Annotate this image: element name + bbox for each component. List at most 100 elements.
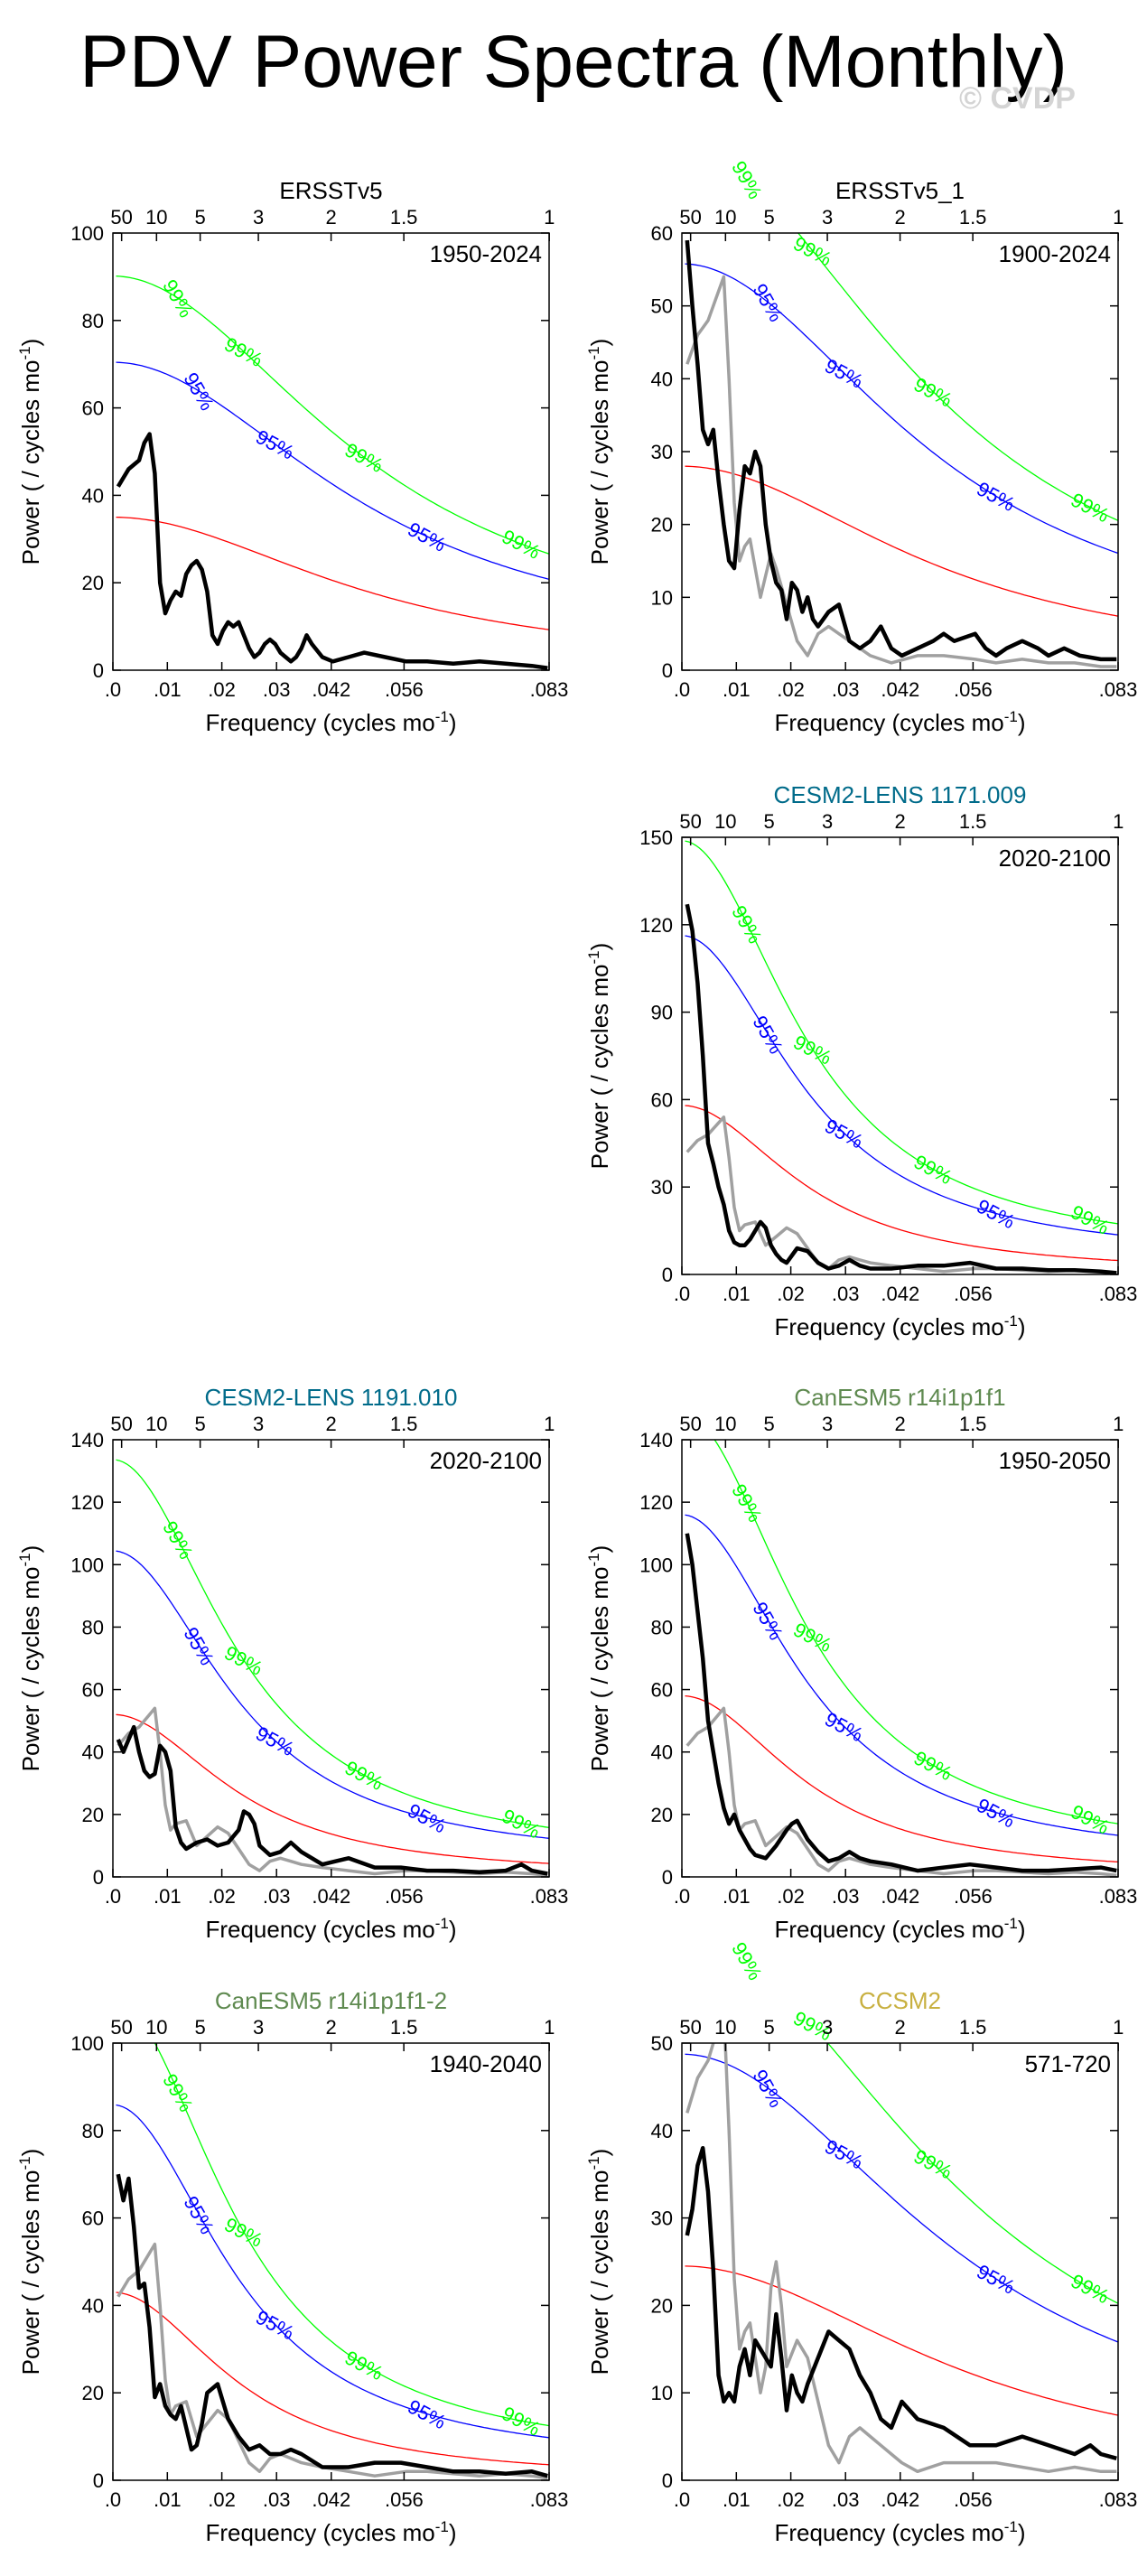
x-tick-label: .03 [832,2488,860,2511]
y-tick-label: 120 [70,1491,104,1514]
x-tick-label: .01 [154,678,182,701]
sig99-label: 99% [158,2070,198,2116]
x-axis-label: Frequency (cycles mo-1) [205,1915,456,1943]
red-noise-curve [116,2291,549,2466]
top-tick-label: 1.5 [959,206,987,229]
x-tick-label: .056 [385,1885,424,1908]
x-axis-label: Frequency (cycles mo-1) [205,708,456,736]
top-tick-label: 10 [145,1413,167,1435]
y-tick-label: 0 [662,2469,673,2492]
ci99-curve [685,840,1118,1225]
x-tick-label: .042 [312,1885,350,1908]
y-tick-label: 150 [639,826,673,849]
panel-title: CanESM5 r14i1p1f1 [794,1384,1005,1411]
sig95-label: 95% [404,518,450,556]
panel-title: CCSM2 [859,1987,941,2014]
y-tick-label: 100 [70,2032,104,2055]
y-tick-label: 10 [651,2382,673,2404]
sig99-label: 99% [910,373,956,412]
sig99-label: 99% [789,232,835,271]
spectrum-panel: 99%95% 99%95%99%95% 99%020406080100120140.… [16,1384,568,1943]
y-tick-label: 0 [662,1866,673,1889]
sig99-label: 99% [341,2346,387,2385]
x-tick-label: .03 [263,2488,291,2511]
y-tick-label: 90 [651,1002,673,1024]
sig99-label: 99% [727,157,767,203]
sig95-label: 95% [179,1623,219,1669]
y-tick-label: 20 [82,1804,104,1826]
x-tick-label: .056 [385,2488,424,2511]
red-noise-curve [685,2265,1118,2416]
top-tick-label: 3 [253,1413,264,1435]
sig99-label: 99% [158,1517,198,1563]
ci95-curve [116,361,549,581]
top-tick-label: 5 [195,2016,206,2039]
top-tick-label: 5 [764,1413,775,1435]
sig99-label: 99% [727,901,767,947]
ci99-curve [154,2043,549,2427]
x-tick-label: .056 [954,2488,993,2511]
x-axis-label: Frequency (cycles mo-1) [774,1312,1025,1340]
red-noise-curve [116,1713,549,1864]
sig99-label: 99% [789,1031,835,1069]
x-tick-label: .083 [1099,2488,1138,2511]
x-tick-label: .01 [723,2488,751,2511]
y-tick-label: 140 [70,1429,104,1451]
y-tick-label: 80 [82,2120,104,2142]
reference-spectrum-line [117,2242,548,2480]
sig95-label: 95% [748,1012,788,1058]
top-tick-label: 2 [894,1413,905,1435]
sig95-label: 95% [404,1799,450,1838]
top-tick-label: 1 [1113,810,1124,833]
y-tick-label: 0 [93,1866,104,1889]
top-tick-label: 1.5 [959,1413,987,1435]
sig99-label: 99% [341,438,387,477]
x-tick-label: .01 [723,1885,751,1908]
sig99-label: 99% [220,2213,266,2252]
y-tick-label: 60 [651,1679,673,1702]
y-tick-label: 40 [651,368,673,390]
plot-frame [112,1439,550,1878]
top-tick-label: 1 [1113,1413,1124,1435]
plot-frame [681,2042,1119,2481]
sig95-label: 95% [179,369,219,415]
y-tick-label: 0 [93,2469,104,2492]
ci95-curve [685,2053,1118,2343]
y-tick-label: 100 [70,222,104,245]
x-tick-label: .042 [312,678,350,701]
y-tick-label: 0 [93,659,104,682]
y-tick-label: 80 [82,310,104,332]
y-tick-label: 0 [662,659,673,682]
ci95-curve [685,935,1118,1236]
top-tick-label: 1 [1113,2016,1124,2039]
top-tick-label: 1 [544,206,555,229]
x-tick-label: .0 [674,1283,690,1305]
period-label: 2020-2100 [999,845,1111,872]
top-tick-label: 50 [110,206,132,229]
x-tick-label: .083 [530,678,569,701]
x-tick-label: .083 [530,1885,569,1908]
sig99-label: 99% [727,1938,767,1984]
y-tick-label: 80 [82,1616,104,1638]
x-tick-label: .042 [881,2488,919,2511]
spectrum-panel: 99%95%99%95% 99%95% 99%0102030405060.0.01.… [585,157,1137,736]
x-tick-label: .01 [723,1283,751,1305]
top-tick-label: 3 [822,810,833,833]
ci99-curve [116,1459,549,1829]
top-tick-label: 2 [325,1413,336,1435]
sig95-label: 95% [973,1195,1019,1234]
y-tick-label: 20 [651,514,673,537]
page-title: PDV Power Spectra (Monthly) [79,21,1068,103]
ci99-curve [826,2043,1118,2304]
x-tick-label: .0 [674,1885,690,1908]
sig95-label: 95% [973,477,1019,516]
y-tick-label: 20 [82,572,104,594]
x-axis-label: Frequency (cycles mo-1) [774,2518,1025,2546]
reference-spectrum-line [685,275,1117,668]
sig99-label: 99% [341,1756,387,1795]
period-label: 1900-2024 [999,240,1111,267]
x-tick-label: .03 [832,1885,860,1908]
y-tick-label: 30 [651,2207,673,2230]
top-tick-label: 2 [325,206,336,229]
y-tick-label: 100 [70,1554,104,1576]
